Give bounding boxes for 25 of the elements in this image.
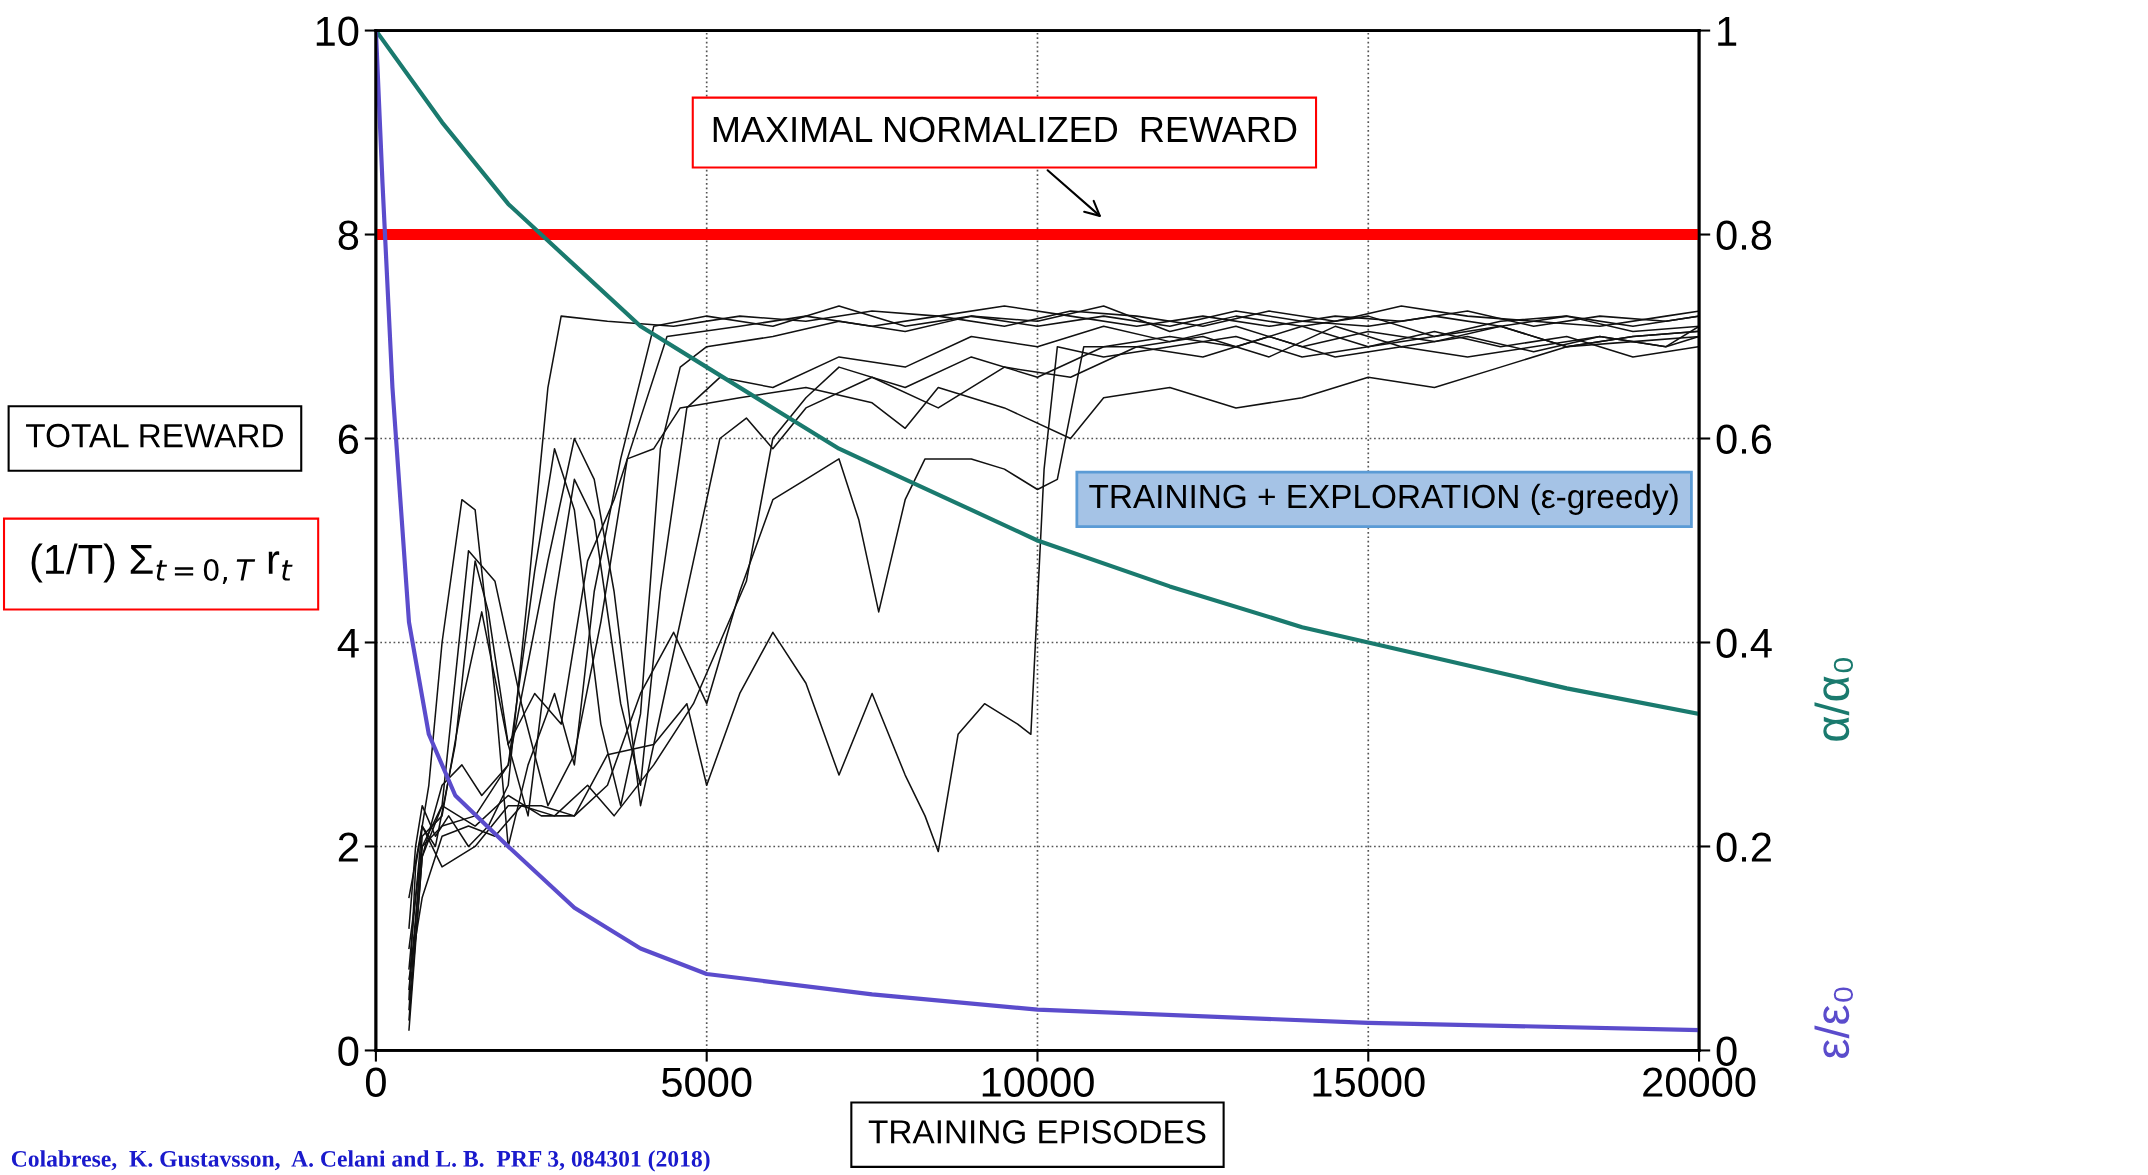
y-tick-label: 10 xyxy=(316,16,359,47)
y2-tick-label: 1 xyxy=(1718,16,1737,46)
y2-tick-label: 0.8 xyxy=(1716,220,1772,251)
y-tick-label: 6 xyxy=(338,424,359,455)
y-tick-label: 0 xyxy=(338,1036,359,1066)
annotation: TRAINING + EXPLORATION (ε-greedy) xyxy=(1089,483,1678,515)
x-tick-label: 5000 xyxy=(662,1067,752,1098)
x-tick-label: 0 xyxy=(365,1067,386,1098)
y-tick-label: 2 xyxy=(338,832,358,862)
text: ε/ε₀ xyxy=(1814,987,1854,1059)
y-tick-label: 8 xyxy=(338,220,359,251)
x-tick-label: 10000 xyxy=(982,1067,1094,1098)
text: (1/T) Σ$_{t=0,T}$ r$_{t}$ xyxy=(31,543,293,585)
y-tick-label: 4 xyxy=(337,628,359,658)
x-axis-title: TRAINING EPISODES xyxy=(868,1120,1206,1144)
x-tick-label: 20000 xyxy=(1643,1067,1756,1098)
y2-tick-label: 0 xyxy=(1716,1036,1737,1066)
x-tick-label: 15000 xyxy=(1313,1067,1425,1098)
y-axis-title: TOTAL REWARD xyxy=(26,423,283,448)
y2-tick-label: 0.4 xyxy=(1716,628,1772,658)
y2-tick-label: 0.6 xyxy=(1716,424,1772,455)
text: α/α₀ xyxy=(1814,658,1854,741)
text: Colabrese, K. Gustavsson, A. Celani and L. B. PRF 3, 084301 (2018) xyxy=(11,1150,710,1172)
y2-tick-label: 0.2 xyxy=(1716,832,1771,862)
ref-line-label: MAXIMAL NORMALIZED REWARD xyxy=(713,116,1297,143)
